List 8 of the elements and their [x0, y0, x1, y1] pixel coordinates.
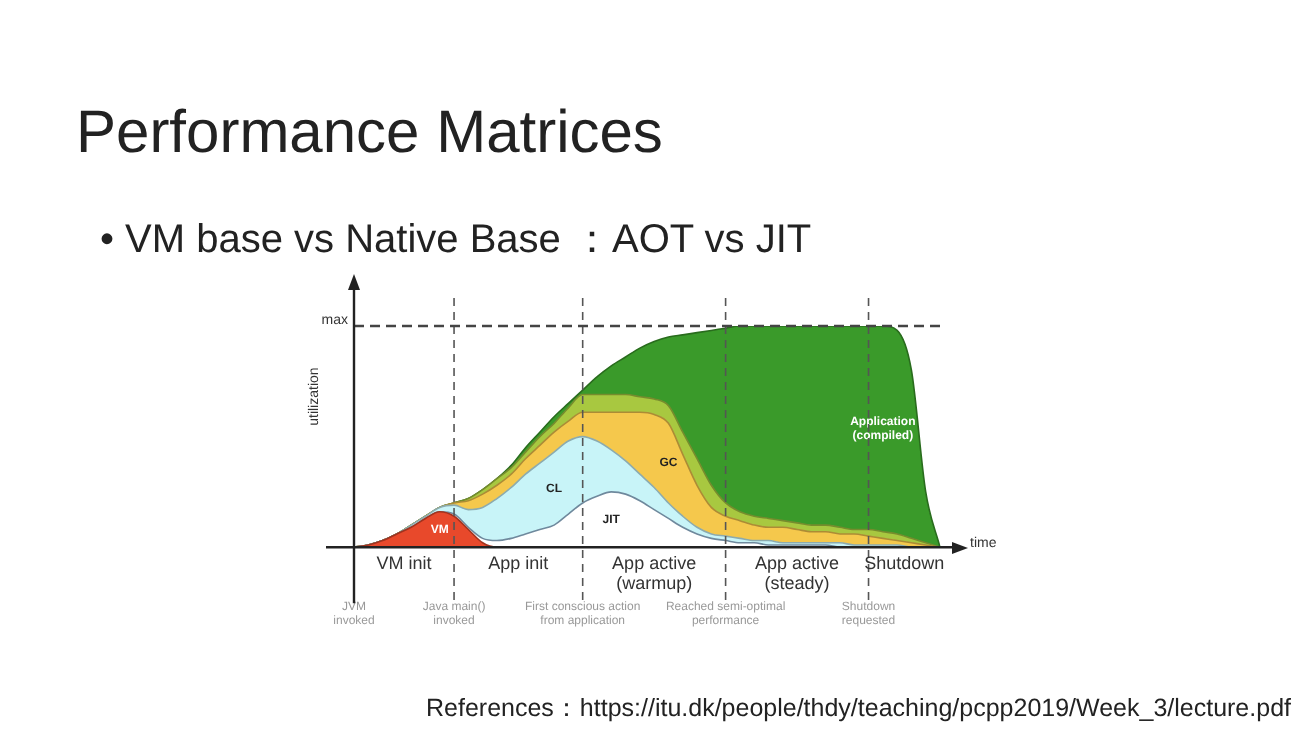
chart-subtitle: • VM base vs Native Base ：AOT vs JIT	[100, 216, 812, 266]
text: References：https://itu.dk/people/thdy/teaching/pcpp2019/Week_3/lecture.pdf	[426, 692, 1291, 726]
text: App active (steady)	[755, 553, 840, 594]
chart-title: Performance Matrices	[76, 100, 663, 168]
text: App active (warmup)	[612, 553, 697, 594]
text: App init	[488, 553, 550, 574]
text: Shutdown	[864, 553, 945, 574]
text: VM init	[376, 553, 433, 574]
